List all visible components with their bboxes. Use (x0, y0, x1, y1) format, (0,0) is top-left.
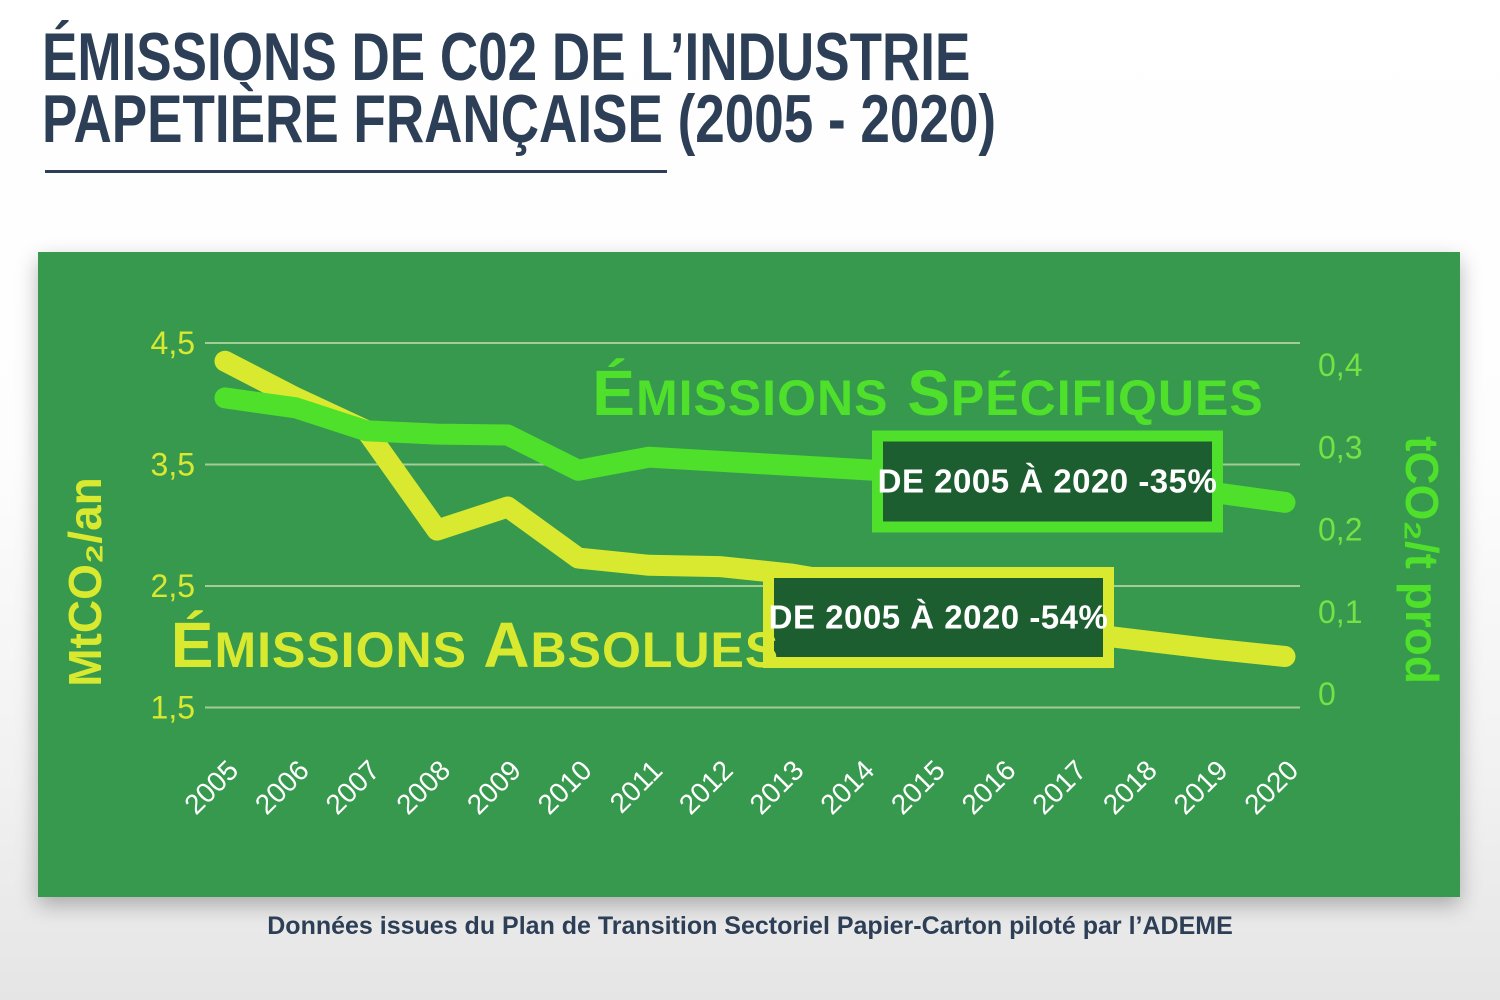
chart-panel: DE 2005 À 2020 -35% DE 2005 À 2020 -54% 4,… (38, 252, 1460, 897)
annotation-box (763, 567, 1114, 668)
x-axis-year-label: 2010 (532, 754, 598, 820)
x-axis-year-label: 2005 (178, 754, 244, 820)
series-label-specifiques: ÉMISSIONS SPÉCIFIQUES (592, 357, 1263, 429)
right-axis-tick: 0,1 (1318, 594, 1362, 630)
annotation-label: DE 2005 À 2020 -35% (878, 463, 1218, 500)
x-axis-year-label: 2018 (1097, 754, 1163, 820)
right-axis-title: tCO₂/t prod (1396, 436, 1448, 684)
x-axis-year-label: 2007 (320, 754, 386, 820)
left-axis-tick: 2,5 (151, 568, 195, 604)
annotation-label: DE 2005 À 2020 -54% (769, 599, 1109, 636)
annotation-box (872, 430, 1223, 533)
x-axis-year-label: 2014 (814, 754, 880, 820)
x-axis-year-label: 2019 (1168, 754, 1234, 820)
title-line-2: PAPETIÈRE FRANÇAISE (2005 - 2020) (42, 81, 997, 157)
right-axis-tick: 0,3 (1318, 429, 1362, 465)
x-axis-year-label: 2013 (744, 754, 810, 820)
x-axis-year-label: 2020 (1238, 754, 1304, 820)
x-axis-year-label: 2006 (249, 754, 315, 820)
left-axis-title: MtCO₂/an (59, 477, 111, 687)
source-caption: Données issues du Plan de Transition Sec… (267, 912, 1233, 940)
right-axis-tick: 0 (1318, 676, 1336, 712)
emissions-line-chart: DE 2005 À 2020 -35% DE 2005 À 2020 -54% 4,… (59, 325, 1448, 820)
right-axis-tick: 0,4 (1318, 347, 1362, 383)
x-axis-year-label: 2009 (461, 754, 527, 820)
x-axis-year-label: 2016 (956, 754, 1022, 820)
left-axis-tick: 1,5 (151, 690, 195, 726)
left-axis-tick: 3,5 (151, 447, 195, 483)
x-axis-year-label: 2015 (885, 754, 951, 820)
title-line-1: ÉMISSIONS DE C02 DE L’INDUSTRIE (42, 19, 971, 95)
left-axis-tick: 4,5 (151, 325, 195, 361)
x-axis-year-label: 2017 (1026, 754, 1092, 820)
x-axis-year-label: 2011 (604, 754, 669, 819)
x-axis-year-label: 2008 (390, 754, 456, 820)
x-axis-year-label: 2012 (673, 754, 739, 820)
page-title: ÉMISSIONS DE C02 DE L’INDUSTRIE PAPETIÈRE… (42, 23, 996, 153)
title-underline (45, 170, 667, 173)
right-axis-tick: 0,2 (1318, 512, 1362, 548)
series-label-absolues: ÉMISSIONS ABSOLUES (171, 609, 780, 681)
